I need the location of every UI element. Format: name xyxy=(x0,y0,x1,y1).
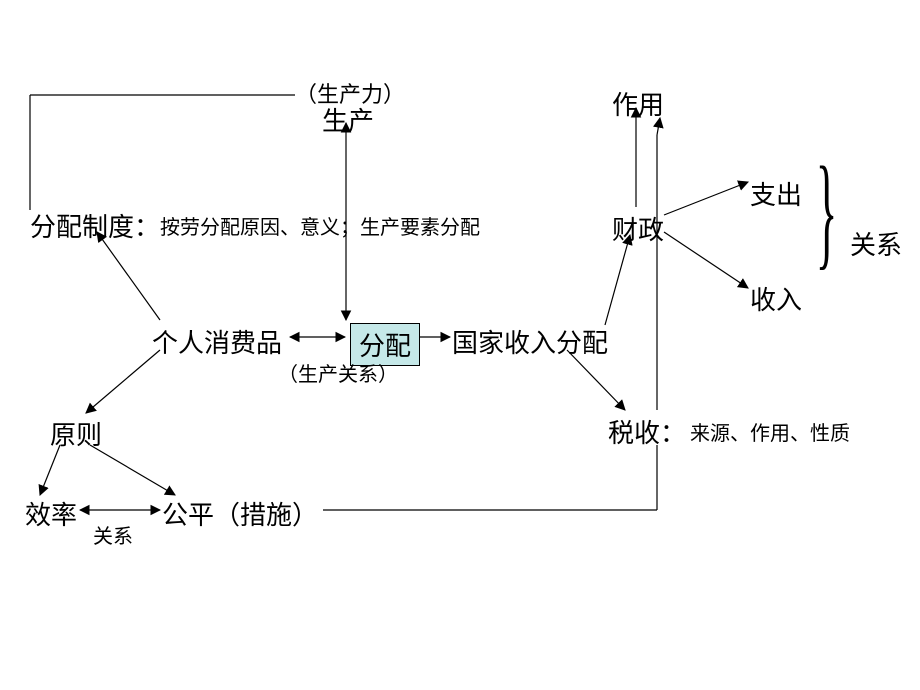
label: 关系 xyxy=(850,231,902,260)
label: 关系 xyxy=(93,526,133,548)
label: 国家收入分配 xyxy=(452,329,608,358)
label: 效率 xyxy=(25,501,77,530)
node-tax-detail: 来源、作用、性质 xyxy=(690,417,850,446)
label: 税收： xyxy=(608,419,686,448)
label: 收入 xyxy=(750,286,802,315)
node-principle: 原则 xyxy=(50,415,102,452)
label: 原则 xyxy=(50,421,102,450)
label: 作用 xyxy=(612,91,664,120)
label: 来源、作用、性质 xyxy=(690,423,850,445)
label: 生产 xyxy=(322,107,374,136)
label: 分配 xyxy=(359,332,411,361)
node-relation: 关系 xyxy=(850,225,902,262)
node-dist-system: 分配制度： xyxy=(30,207,160,244)
node-production: 生产 xyxy=(322,101,374,138)
node-fair: 公平（措施） xyxy=(162,495,318,532)
node-personal: 个人消费品 xyxy=(152,323,282,360)
label: 分配制度： xyxy=(30,213,160,242)
node-tax: 税收： xyxy=(608,413,686,450)
node-efficiency: 效率 xyxy=(25,495,77,532)
label: 支出 xyxy=(750,181,802,210)
node-income: 收入 xyxy=(750,280,802,317)
node-finance: 财政 xyxy=(612,210,664,247)
node-dist-detail: 按劳分配原因、意义；生产要素分配 xyxy=(160,211,480,240)
node-prod-rel: （生产关系） xyxy=(278,358,398,387)
node-relation2: 关系 xyxy=(93,520,133,549)
label: 个人消费品 xyxy=(152,329,282,358)
brace-icon: } xyxy=(816,139,838,283)
label: 财政 xyxy=(612,216,664,245)
node-effect: 作用 xyxy=(612,85,664,122)
label: （生产关系） xyxy=(278,364,398,386)
label: 按劳分配原因、意义；生产要素分配 xyxy=(160,217,480,239)
label: 公平（措施） xyxy=(162,501,318,530)
node-national: 国家收入分配 xyxy=(452,323,608,360)
node-expend: 支出 xyxy=(750,175,802,212)
